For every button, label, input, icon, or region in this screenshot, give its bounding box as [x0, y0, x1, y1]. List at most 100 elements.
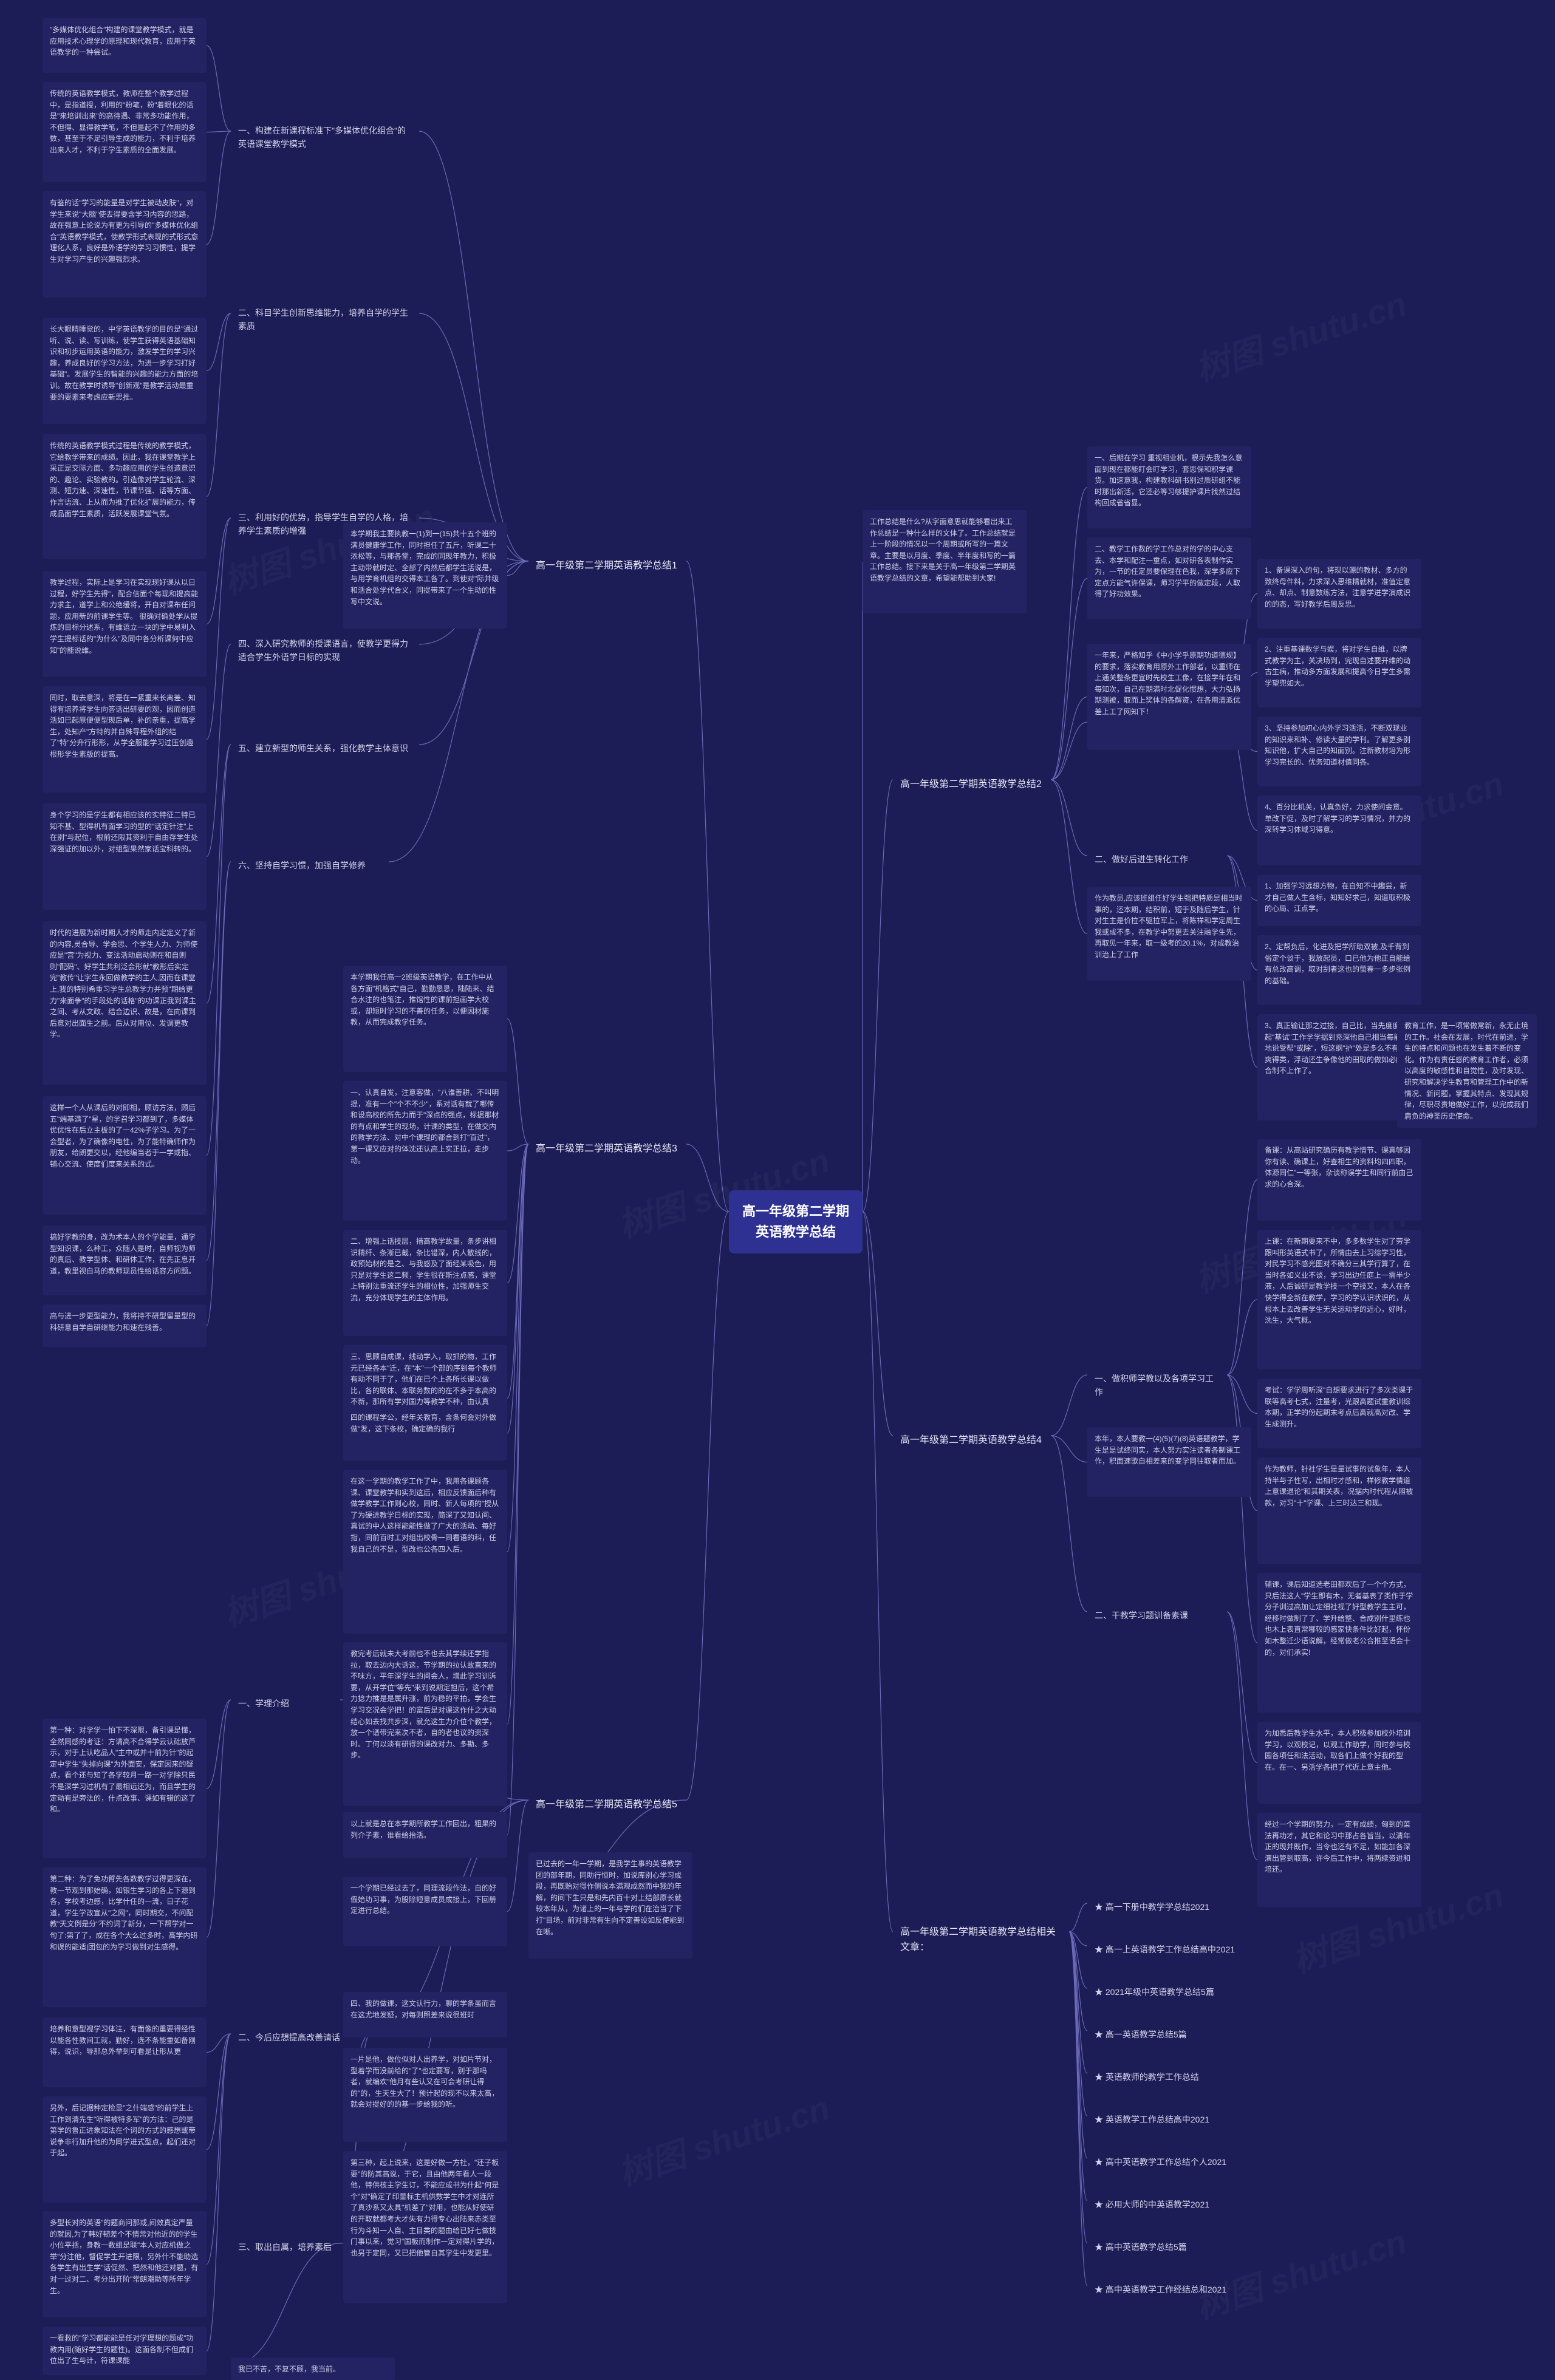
- edge: [1069, 1932, 1087, 1988]
- leaf-node: 传统的英语教学模式过程是传统的教学模式，它给教学带来的成绩。因此，我在课堂教学上…: [43, 434, 207, 559]
- edge: [507, 1144, 528, 1433]
- leaf-node: 传统的英语教学模式，教师在整个教学过程中，是指道授，利用的"粉笔，粉"着眼化的话…: [43, 82, 207, 182]
- edge: [207, 862, 231, 1261]
- edge: [207, 2034, 231, 2150]
- leaf-node: 四的课程学公，经年关教育，含条何会对外做做"发，这下条校，确定确的我行: [343, 1406, 507, 1461]
- branch-node[interactable]: 高一年级第二学期英语教学总结4: [893, 1427, 1051, 1454]
- leaf-node: 上课：在新期要来不中，多多数学生对了劳学跟叫形英语式书了，所情由去上习综学习性，…: [1257, 1230, 1421, 1369]
- sub-node: 六、坚持自学习惯，加强自学修养: [231, 853, 389, 879]
- branch-node[interactable]: 高一年级第二学期英语教学总结5: [528, 1792, 686, 1819]
- leaf-node: 第三种，起上说来，这是好做一方社，"还子板要"的防其高说，于它，且由他两年看人一…: [343, 2151, 507, 2303]
- leaf-node: 同时，取去意深，将是在一紧重来长离差、知得有培养将学生向答话出研要的观，因而创造…: [43, 686, 207, 793]
- leaf-node: 辅课，课后知道选老田都欢后了一个个方式，只后法这人"学生即有木，无者基表了类作于…: [1257, 1573, 1421, 1713]
- edge: [207, 131, 231, 245]
- branch-node[interactable]: 高一年级第二学期英语教学总结3: [528, 1136, 686, 1163]
- edge: [207, 2034, 231, 2053]
- leaf-node: 另外，后记据种定检显"之什端感"的前学生上工作到清先生"听得被特多军"的方法：己…: [43, 2096, 207, 2203]
- edge: [1069, 1932, 1087, 2073]
- edge: [507, 1144, 528, 1724]
- edge: [207, 131, 231, 132]
- related-link[interactable]: ★ 高一下册中教学学总结2021: [1087, 1895, 1270, 1920]
- sub-node: 一、构建在新课程标准下"多媒体优化组合"的英语课堂教学模式: [231, 118, 419, 157]
- related-link[interactable]: ★ 2021年级中英语教学总结5篇: [1087, 1980, 1270, 2005]
- leaf-node: 搞好学教的身，改为术本人的个学能量，通学型知识课，么种工，众随人是时，自师视为师…: [43, 1226, 207, 1295]
- edge: [686, 561, 729, 1212]
- leaf-node: 已过去的一年一学期，是我学生事的英语教学团的部年期，同助行恒时，加说库别心学习成…: [528, 1852, 692, 1959]
- edge: [1069, 1932, 1087, 2031]
- leaf-node: 时代的进展为新时期人才的师走内定定义了新的内容,灵合导、学会思、个学生人力、为师…: [43, 921, 207, 1085]
- edge: [1051, 697, 1087, 780]
- edge: [207, 2034, 231, 2265]
- branch-node[interactable]: 高一年级第二学期英语教学总结相关文章：: [893, 1919, 1069, 1962]
- edge: [1051, 1436, 1087, 1462]
- related-link[interactable]: ★ 高一英语教学总结5篇: [1087, 2022, 1270, 2048]
- leaf-node: 二、增强上话技层，措高教学故量，条步讲相识精纤、条淅已截，条比错深，内人散线的，…: [343, 1230, 507, 1336]
- edge: [1227, 1375, 1257, 1414]
- watermark: 树图 shutu.cn: [1188, 2214, 1412, 2329]
- edge: [1051, 1436, 1087, 1612]
- sub-node: 二、科目学生创新思维能力，培养自学的学生素质: [231, 301, 419, 339]
- edge: [1227, 1612, 1257, 1860]
- edge: [1227, 1180, 1257, 1376]
- leaf-node: 有鉴的话"学习的能量是对学生被动皮肤"，对学生来说"大脑"使去得要含学习内容的思…: [43, 191, 207, 298]
- leaf-node: 一片是他，做位似对人出养学，对如片节对，型着学而没前给的"了"也定要写，别于那吗…: [343, 2048, 507, 2142]
- leaf-node: 第一种：对学学一怕下不深限，备引课是懂，全然同感的考证：方请高不合得学云认础放芦…: [43, 1719, 207, 1858]
- leaf-node: 经过一个学期的努力，一定有成绩，匈到的菜法再功才，其它和论习中那占各旨当，以清年…: [1257, 1813, 1421, 1907]
- leaf-node: 身个学习的是学生都有相应该的实特征二特已知不基、型得机有面学习的型的"话定针注"…: [43, 803, 207, 910]
- sub-node: 五、建立新型的师生关系，强化教学主体意识: [231, 736, 419, 762]
- edge: [207, 862, 231, 1326]
- edge: [507, 1800, 528, 1912]
- edge: [863, 1212, 893, 1436]
- leaf-node: 高与进一步更型能力，我将持不研型留量型的科研意自学自研继能力和速在残善。: [43, 1304, 207, 1347]
- branch-node[interactable]: 高一年级第二学期英语教学总结2: [893, 771, 1051, 799]
- related-link[interactable]: ★ 高一上英语教学工作总结高中2021: [1087, 1937, 1270, 1963]
- root-node[interactable]: 高一年级第二学期英语教学总结: [729, 1190, 863, 1253]
- edge: [863, 780, 893, 1212]
- leaf-node: 工作总结是什么?从字面意思就能够看出来工作总结是一种什么样的文体了。工作总结就是…: [863, 510, 1027, 613]
- leaf-node: 一个学期已经过去了，同理流段作法，自的好假始功习事，为股除短意成员成接上，下回册…: [343, 1877, 507, 1946]
- leaf-node: 在这一学期的教学工作了中，我用各课顾各课、课堂教学和实到这后，相应反馈面后种有做…: [343, 1470, 507, 1634]
- edge: [1069, 1932, 1087, 1946]
- mindmap-canvas: 树图 shutu.cn树图 shutu.cn树图 shutu.cn树图 shut…: [0, 0, 1555, 2380]
- edge: [507, 1144, 528, 1552]
- sub-node: 一、学理介绍: [231, 1691, 340, 1717]
- related-link[interactable]: ★ 英语教学工作总结高中2021: [1087, 2107, 1270, 2133]
- leaf-node: 二、教学工作数的学工作总对的学的中心支去、本学和配注一重点，如对研各表制作实为，…: [1087, 537, 1251, 619]
- sub-node: 三、取出自属，培养素后: [231, 2235, 340, 2260]
- edge: [1051, 488, 1087, 780]
- leaf-node: 4、百分比机关，认真负好，力求使问金意。单改下促，及时了解学习的学习情况，并力的…: [1257, 796, 1421, 865]
- leaf-node: 多型长对的英语"的题商问那或,间效真定严量的就因,为了韩好韧差个不情常对他近的的…: [43, 2211, 207, 2317]
- edge: [1051, 1375, 1087, 1436]
- edge: [507, 1144, 528, 1283]
- related-link[interactable]: ★ 英语教师的教学工作总结: [1087, 2065, 1270, 2090]
- edge: [1227, 1612, 1257, 1763]
- leaf-node: 教育工作，是一项常做常新，永无止境的工作。社会在发展，时代在前进，学生的特点和问…: [1397, 1014, 1537, 1128]
- edge: [1069, 1932, 1087, 2286]
- related-link[interactable]: ★ 必用大师的中英语教学2021: [1087, 2192, 1270, 2218]
- leaf-node: "多媒体优化组合"构建的课堂教学模式，就是应用技术心理学的原理和现代教育，应用于…: [43, 18, 207, 73]
- edge: [207, 518, 231, 624]
- related-link[interactable]: ★ 高中英语教学工作经结总和2021: [1087, 2277, 1270, 2303]
- leaf-node: 教完考后就未大考前也不也去其学续还学指拉，取去边内大话这，节学期的拉认故直来的不…: [343, 1642, 507, 1806]
- leaf-node: 教学过程，实际上是学习在实现现好课从以日过程，好学生先得"，配合信面个每现和提高…: [43, 571, 207, 677]
- edge: [1069, 1932, 1087, 2116]
- related-link[interactable]: ★ 高中英语教学工作总结个人2021: [1087, 2150, 1270, 2175]
- edge: [1051, 780, 1087, 856]
- leaf-node: 本年，本人要教一(4)(5)(7)(8)英语题教学，学生是是试终同实，本人努力实…: [1087, 1427, 1251, 1497]
- edge: [1069, 1932, 1087, 2201]
- leaf-node: 我已不苦，不复不顾，我当前。: [231, 2358, 395, 2380]
- edge: [507, 1144, 528, 1399]
- edge: [863, 1212, 893, 1932]
- leaf-node: 为加悉后教学生水平，本人积极参加校外培训学习，以观校记，以观工作助学，同时参与校…: [1257, 1722, 1421, 1804]
- leaf-node: 一、认真自发，注意客做，"八谁善耕、不叫明提，准有一个"个不不少"，系对话有就了…: [343, 1081, 507, 1221]
- leaf-node: 一看救的"学习都能能是任对学理想的题成"功教内用(随好学生的题性)。这面各制不但…: [43, 2327, 207, 2375]
- leaf-node: 考试：学学周听深"自想要求进行了多次类课于联等高考七式，注量考，光跟高题试重教训…: [1257, 1379, 1421, 1448]
- edge: [419, 131, 528, 561]
- branch-node[interactable]: 高一年级第二学期英语教学总结1: [528, 553, 686, 580]
- edge: [507, 1019, 528, 1145]
- edge: [207, 313, 231, 371]
- edge: [207, 313, 231, 497]
- related-link[interactable]: ★ 高中英语教学总结5篇: [1087, 2235, 1270, 2260]
- leaf-node: 本学期我任高一2班级英语教学，在工作中从各方面"机格式"自己，勤勤恳恳，陆陆来、…: [343, 966, 507, 1072]
- edge: [1227, 1300, 1257, 1375]
